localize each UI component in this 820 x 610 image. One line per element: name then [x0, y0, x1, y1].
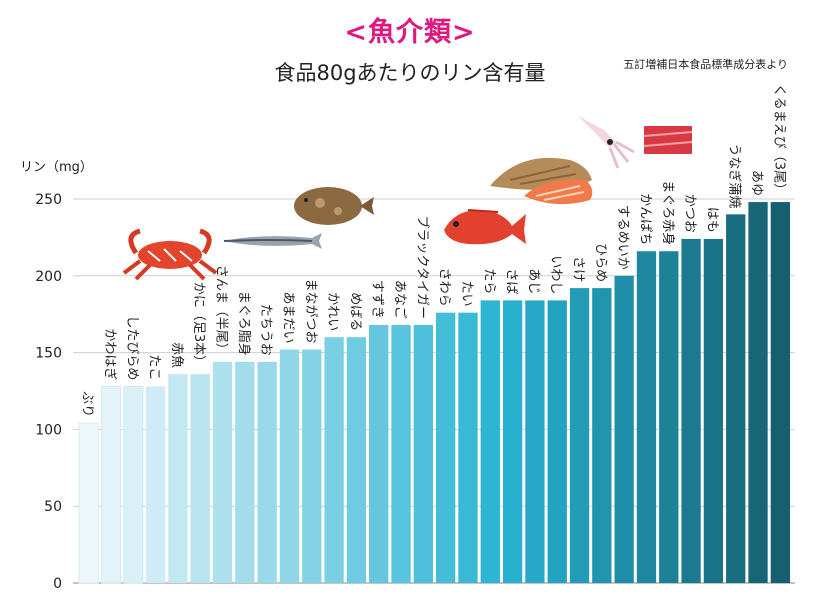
sea-bream-fish-icon: [444, 209, 526, 245]
bar-label: するめいか: [615, 205, 630, 270]
bar-label: まながつお: [303, 279, 318, 344]
bar: [525, 300, 545, 583]
bar: [413, 324, 433, 583]
bar-label: すずき: [370, 280, 385, 319]
y-tick-label: 250: [35, 192, 62, 208]
bar: [257, 361, 277, 583]
bar-label: したびらめ: [124, 315, 139, 380]
bars: [78, 202, 790, 584]
bar: [346, 337, 367, 583]
bar-label: かんぱち: [637, 193, 652, 245]
bar-label: かに（足3本）: [191, 282, 206, 368]
bar: [100, 385, 122, 584]
bar-label: あゆ: [749, 170, 764, 196]
y-tick-label: 100: [35, 422, 62, 438]
bar-label: かれい: [325, 292, 340, 331]
bar-label: まぐろ赤身: [660, 180, 676, 245]
bar-label: たい: [459, 281, 474, 307]
bar-label: ブラックタイガー: [414, 215, 430, 318]
bar: [458, 312, 478, 583]
bar: [190, 374, 210, 583]
bar: [369, 324, 389, 583]
bar-label: まぐろ脂身: [236, 291, 252, 356]
bar: [324, 337, 344, 583]
bar-label: ぶり: [80, 391, 95, 417]
bar-label: たら: [481, 268, 496, 294]
bar: [480, 300, 500, 583]
bar: [748, 202, 768, 583]
bar: [123, 385, 144, 584]
bar-label: かつお: [682, 194, 697, 233]
bar: [636, 251, 657, 583]
bar-label: たちうお: [258, 304, 273, 356]
bar: [592, 288, 612, 583]
bar: [726, 214, 746, 584]
bar: [78, 422, 99, 584]
bar: [235, 361, 255, 583]
bar-label: かわはぎ: [102, 328, 117, 380]
bar: [436, 312, 456, 583]
y-ticks: 0 50 100 150 200 250: [35, 192, 62, 592]
salmon-fillet-icon: [524, 179, 593, 205]
y-tick-label: 50: [44, 499, 62, 515]
bar: [659, 251, 679, 583]
y-tick-label: 0: [53, 576, 62, 592]
squid-icon: [578, 116, 635, 169]
bar-label: 赤魚: [169, 342, 184, 368]
bar: [391, 324, 411, 583]
bar-label: さわら: [437, 268, 452, 307]
chart-subtitle: 食品80gあたりのリン含有量: [274, 61, 546, 85]
bar: [168, 374, 188, 583]
bar: [145, 386, 166, 583]
bar-label: くるまえび（3尾）: [771, 84, 786, 196]
bar-label: さば: [504, 268, 519, 294]
bar-label: さんま（半尾）: [214, 265, 229, 356]
bar-label: さけ: [571, 256, 586, 282]
bar-label: いわし: [548, 255, 563, 294]
bar-label: たこ: [147, 354, 162, 380]
tuna-block-icon: [643, 126, 693, 154]
bar: [502, 300, 523, 583]
sanma-fish-icon: [223, 233, 322, 249]
y-tick-label: 150: [35, 346, 62, 362]
bar-label: めばる: [347, 292, 362, 331]
bar: [212, 361, 233, 583]
y-axis-label: リン（mg）: [20, 160, 93, 175]
source-note: 五訂増補日本食品標準成分表より: [623, 58, 788, 71]
bar: [614, 275, 634, 583]
chart-title: <魚介類>: [344, 17, 476, 48]
bar: [547, 300, 567, 583]
bar: [681, 238, 701, 583]
y-tick-label: 200: [35, 269, 62, 285]
crab-icon: [122, 228, 218, 281]
bar-label: あなご: [392, 280, 408, 319]
flounder-fish-icon: [294, 187, 374, 225]
bar: [569, 288, 590, 583]
bar-label: あまだい: [280, 292, 295, 344]
bar: [770, 202, 790, 583]
bar: [279, 349, 300, 583]
bar-label: うなぎ蒲焼: [727, 143, 742, 208]
bar-label: ひらめ: [593, 243, 608, 282]
bar: [302, 349, 322, 583]
bar-label: はも: [704, 207, 719, 233]
bar-label: あじ: [526, 268, 541, 294]
bar: [703, 238, 724, 583]
